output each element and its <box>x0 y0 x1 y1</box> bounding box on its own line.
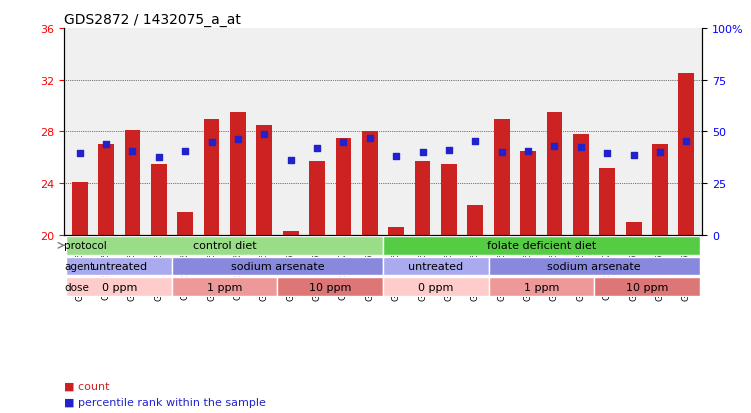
Text: ■ percentile rank within the sample: ■ percentile rank within the sample <box>64 397 266 407</box>
Text: 0 ppm: 0 ppm <box>101 282 137 292</box>
FancyBboxPatch shape <box>67 257 172 276</box>
Bar <box>599 169 615 235</box>
FancyBboxPatch shape <box>383 257 488 276</box>
Point <box>100 142 112 148</box>
Point <box>496 150 508 156</box>
Point <box>575 144 587 151</box>
Point <box>548 143 560 150</box>
Bar <box>256 126 272 235</box>
Bar <box>362 132 378 235</box>
Bar <box>441 164 457 235</box>
FancyBboxPatch shape <box>383 236 699 255</box>
Text: 1 ppm: 1 ppm <box>207 282 243 292</box>
Bar <box>388 228 404 235</box>
Bar <box>467 206 483 235</box>
Point <box>522 148 534 155</box>
FancyBboxPatch shape <box>488 278 594 297</box>
Bar <box>151 164 167 235</box>
Bar <box>336 139 351 235</box>
FancyBboxPatch shape <box>594 278 699 297</box>
Text: folate deficient diet: folate deficient diet <box>487 241 596 251</box>
Bar <box>72 183 88 235</box>
Text: 10 ppm: 10 ppm <box>309 282 351 292</box>
Point <box>654 150 666 156</box>
Text: ■ count: ■ count <box>64 380 110 390</box>
Bar <box>573 135 589 235</box>
Bar <box>98 145 114 235</box>
Bar <box>230 113 246 235</box>
FancyBboxPatch shape <box>172 257 383 276</box>
FancyBboxPatch shape <box>67 278 172 297</box>
Point <box>206 139 218 146</box>
Point <box>179 148 192 155</box>
Text: protocol: protocol <box>65 241 107 251</box>
Text: 0 ppm: 0 ppm <box>418 282 454 292</box>
Bar <box>415 162 430 235</box>
Bar <box>283 232 299 235</box>
Point <box>152 155 164 161</box>
Point <box>285 157 297 164</box>
Bar <box>494 119 510 235</box>
Bar <box>125 131 140 235</box>
Point <box>74 151 86 157</box>
Point <box>337 139 349 146</box>
Point <box>363 135 376 142</box>
Text: dose: dose <box>65 282 89 292</box>
Point <box>391 153 403 160</box>
Text: 10 ppm: 10 ppm <box>626 282 668 292</box>
Point <box>602 151 614 157</box>
Text: sodium arsenate: sodium arsenate <box>231 261 324 271</box>
Text: untreated: untreated <box>409 261 463 271</box>
Text: 1 ppm: 1 ppm <box>523 282 559 292</box>
FancyBboxPatch shape <box>488 257 699 276</box>
Bar <box>678 74 694 235</box>
Point <box>258 131 270 138</box>
Bar <box>309 162 325 235</box>
Bar <box>520 152 536 235</box>
Point <box>469 138 481 145</box>
FancyBboxPatch shape <box>383 278 488 297</box>
Text: untreated: untreated <box>92 261 146 271</box>
Point <box>443 147 455 154</box>
Text: GDS2872 / 1432075_a_at: GDS2872 / 1432075_a_at <box>64 12 241 26</box>
Bar <box>547 113 562 235</box>
Point <box>126 148 138 155</box>
Point <box>417 150 429 156</box>
Point <box>680 138 692 145</box>
Bar <box>626 223 641 235</box>
Point <box>628 152 640 159</box>
Bar <box>204 119 219 235</box>
FancyBboxPatch shape <box>67 236 383 255</box>
Point <box>232 137 244 143</box>
Text: control diet: control diet <box>193 241 257 251</box>
Text: agent: agent <box>65 261 95 271</box>
Text: sodium arsenate: sodium arsenate <box>547 261 641 271</box>
FancyBboxPatch shape <box>278 278 383 297</box>
Point <box>311 146 323 152</box>
Bar <box>652 145 668 235</box>
FancyBboxPatch shape <box>172 278 278 297</box>
Bar <box>177 212 193 235</box>
